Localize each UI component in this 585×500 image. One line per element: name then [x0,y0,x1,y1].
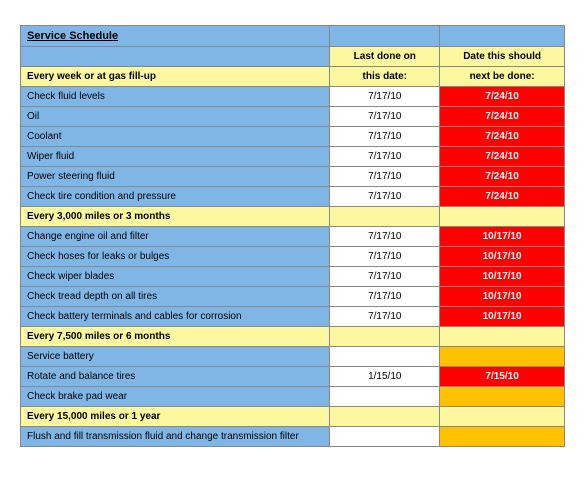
last-done-cell [330,427,440,447]
next-due-cell [440,387,565,407]
section-header-row: Every week or at gas fill-upthis date:ne… [21,67,565,87]
task-cell: Change engine oil and filter [21,227,330,247]
table-row: Oil7/17/107/24/10 [21,107,565,127]
last-done-cell: 7/17/10 [330,127,440,147]
last-done-cell: 7/17/10 [330,107,440,127]
section-header: Every 7,500 miles or 6 months [21,327,330,347]
next-due-cell: 7/24/10 [440,147,565,167]
task-cell: Service battery [21,347,330,367]
next-due-cell: 10/17/10 [440,287,565,307]
task-cell: Wiper fluid [21,147,330,167]
header-row-top: Last done onDate this should [21,47,565,67]
next-due-cell [440,347,565,367]
last-done-cell: 7/17/10 [330,147,440,167]
next-due-cell: 7/24/10 [440,107,565,127]
task-cell: Check fluid levels [21,87,330,107]
last-done-cell: 7/17/10 [330,227,440,247]
page-title: Service Schedule [21,26,330,47]
task-cell: Check hoses for leaks or bulges [21,247,330,267]
next-due-cell: 10/17/10 [440,227,565,247]
next-due-cell: 7/24/10 [440,127,565,147]
last-done-cell: 7/17/10 [330,87,440,107]
next-due-cell [440,427,565,447]
table-row: Check wiper blades7/17/1010/17/10 [21,267,565,287]
table-row: Check tread depth on all tires7/17/1010/… [21,287,565,307]
table-row: Rotate and balance tires1/15/107/15/10 [21,367,565,387]
task-cell: Check wiper blades [21,267,330,287]
table-row: Power steering fluid7/17/107/24/10 [21,167,565,187]
header-last-top: Last done on [330,47,440,67]
next-due-cell: 7/24/10 [440,167,565,187]
next-due-cell: 10/17/10 [440,247,565,267]
table-row: Check brake pad wear [21,387,565,407]
table-row: Check fluid levels7/17/107/24/10 [21,87,565,107]
next-due-cell: 10/17/10 [440,307,565,327]
last-done-cell: 7/17/10 [330,247,440,267]
task-cell: Check brake pad wear [21,387,330,407]
task-cell: Flush and fill transmission fluid and ch… [21,427,330,447]
next-due-cell: 7/15/10 [440,367,565,387]
task-cell: Coolant [21,127,330,147]
table-row: Check battery terminals and cables for c… [21,307,565,327]
section-header-row: Every 15,000 miles or 1 year [21,407,565,427]
section-header: Every 15,000 miles or 1 year [21,407,330,427]
table-row: Check tire condition and pressure7/17/10… [21,187,565,207]
table-row: Wiper fluid7/17/107/24/10 [21,147,565,167]
task-cell: Check tire condition and pressure [21,187,330,207]
next-due-cell: 7/24/10 [440,87,565,107]
last-done-cell: 7/17/10 [330,287,440,307]
task-cell: Check tread depth on all tires [21,287,330,307]
table-row: Flush and fill transmission fluid and ch… [21,427,565,447]
section-header-row: Every 7,500 miles or 6 months [21,327,565,347]
task-cell: Power steering fluid [21,167,330,187]
task-cell: Oil [21,107,330,127]
last-done-cell [330,347,440,367]
header-next-top: Date this should [440,47,565,67]
table-row: Change engine oil and filter7/17/1010/17… [21,227,565,247]
next-due-cell: 7/24/10 [440,187,565,207]
title-row: Service Schedule [21,26,565,47]
last-done-cell: 1/15/10 [330,367,440,387]
table-row: Check hoses for leaks or bulges7/17/1010… [21,247,565,267]
last-done-cell [330,387,440,407]
next-due-cell: 10/17/10 [440,267,565,287]
service-schedule-table: Service ScheduleLast done onDate this sh… [20,25,565,447]
last-done-cell: 7/17/10 [330,267,440,287]
last-done-cell: 7/17/10 [330,307,440,327]
task-cell: Rotate and balance tires [21,367,330,387]
last-done-cell: 7/17/10 [330,167,440,187]
table-row: Coolant7/17/107/24/10 [21,127,565,147]
section-header: Every week or at gas fill-up [21,67,330,87]
section-header: Every 3,000 miles or 3 months [21,207,330,227]
section-header-row: Every 3,000 miles or 3 months [21,207,565,227]
table-row: Service battery [21,347,565,367]
task-cell: Check battery terminals and cables for c… [21,307,330,327]
last-done-cell: 7/17/10 [330,187,440,207]
